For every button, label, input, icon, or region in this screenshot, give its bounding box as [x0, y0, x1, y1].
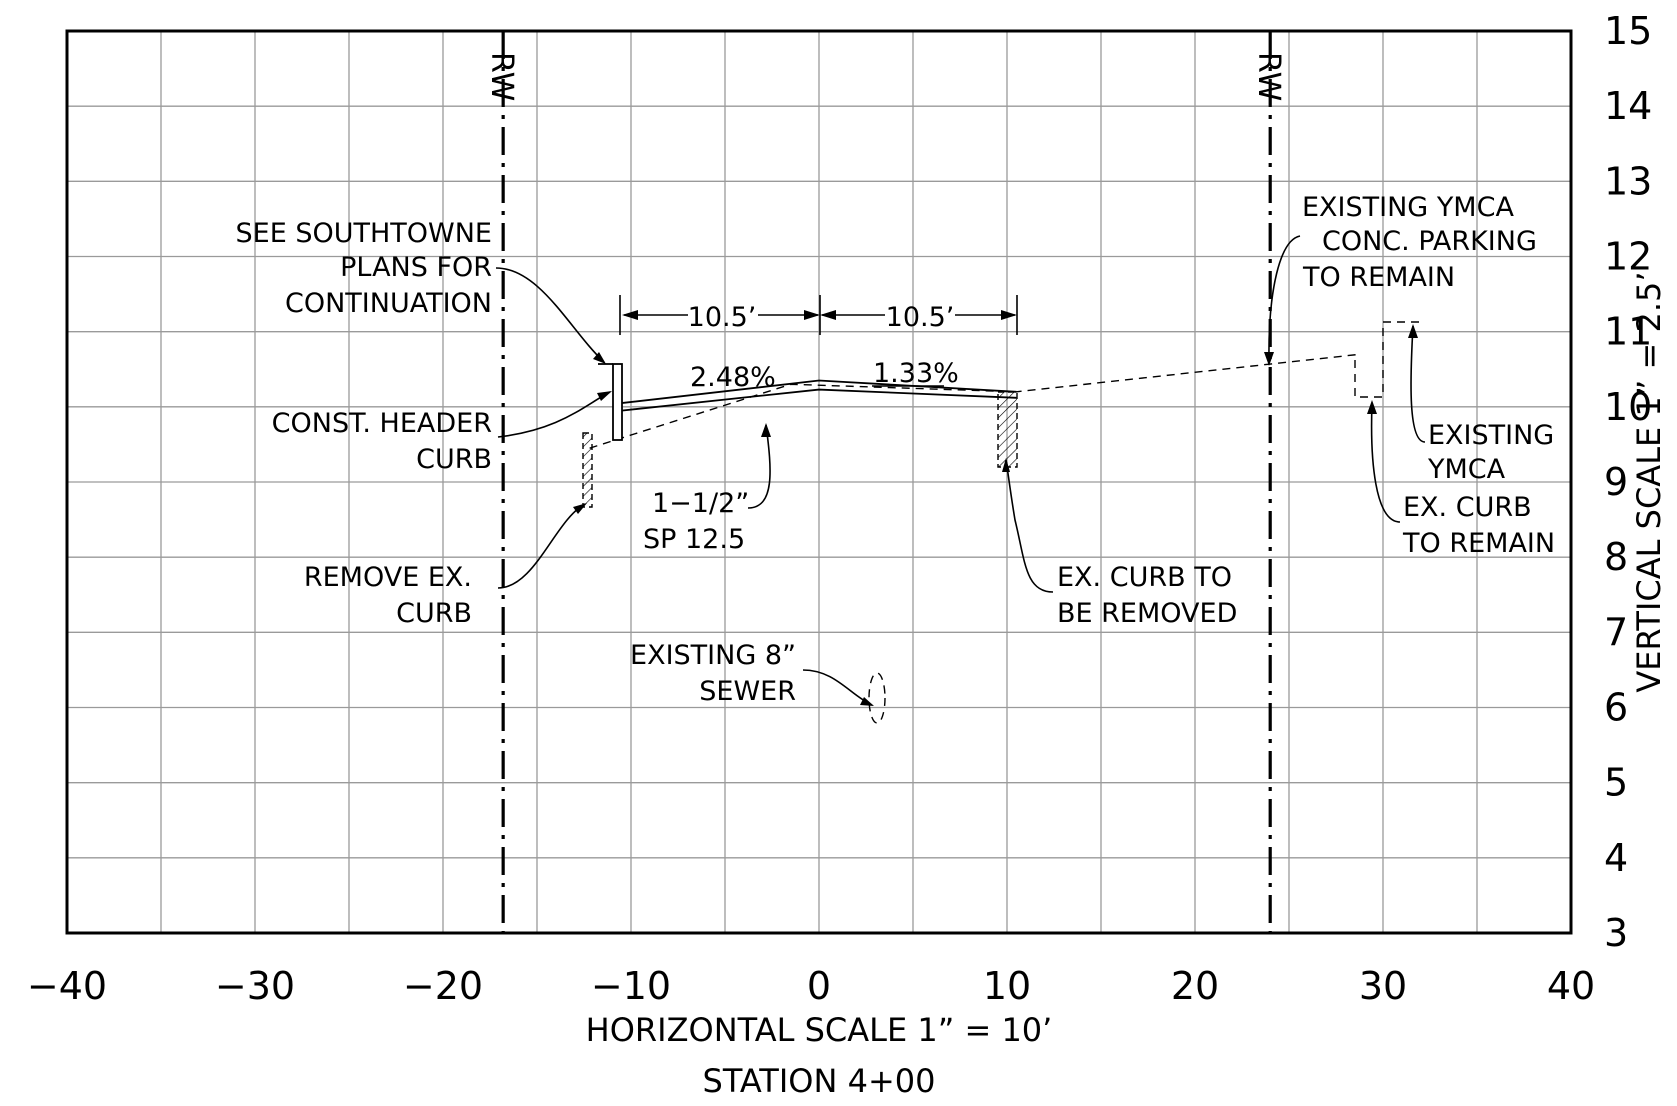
y-tick-label: 14	[1604, 84, 1652, 128]
y-tick-label: 6	[1604, 686, 1628, 730]
arrowhead	[804, 310, 820, 320]
note-line: CURB	[396, 598, 472, 629]
note-ymca-parking: EXISTING YMCA CONC. PARKING TO REMAIN	[1302, 192, 1537, 293]
note-line: EX. CURB	[1403, 492, 1532, 523]
existing-curb-remove-left	[582, 432, 593, 508]
note-curb-remain: EX. CURB TO REMAIN	[1402, 492, 1555, 559]
note-line: CURB	[416, 444, 492, 475]
leader-ymca-parking	[1268, 235, 1301, 363]
note-line: YMCA	[1427, 454, 1506, 485]
note-line: CONTINUATION	[285, 288, 492, 319]
existing-curb-remain	[1354, 321, 1425, 398]
leader-pavement	[747, 424, 771, 509]
y-tick-label: 7	[1604, 610, 1628, 654]
arrowhead	[1408, 324, 1418, 338]
slope-left-label: 2.48%	[690, 362, 776, 393]
x-tick-label: 0	[807, 964, 831, 1008]
y-tick-label: 4	[1604, 836, 1628, 880]
note-header-curb: CONST. HEADER CURB	[272, 408, 492, 475]
leader-sewer	[802, 669, 873, 706]
x-tick-label: 20	[1171, 964, 1219, 1008]
dimension-right-label: 10.5’	[886, 302, 955, 333]
note-remove-curb: REMOVE EX. CURB	[304, 562, 472, 629]
station-title: STATION 4+00	[703, 1062, 936, 1100]
x-tick-label: −30	[215, 964, 295, 1008]
leader-curb-remain	[1370, 403, 1401, 523]
leader-ymca	[1410, 325, 1426, 443]
note-line: 1−1/2”	[652, 488, 749, 519]
leader-curb-removed	[1005, 459, 1054, 593]
note-line: SEE SOUTHTOWNE	[236, 218, 493, 249]
right-of-way-right-label: RW	[1251, 52, 1286, 101]
y-axis-label: VERTICAL SCALE 1” = 2.5’	[1630, 271, 1668, 692]
note-ymca: EXISTING YMCA	[1427, 420, 1554, 485]
y-tick-label: 15	[1604, 9, 1652, 53]
x-tick-label: −40	[27, 964, 107, 1008]
leader-remove-curb	[497, 503, 586, 589]
x-tick-label: 40	[1547, 964, 1595, 1008]
note-line: TO REMAIN	[1302, 262, 1455, 293]
plot-frame	[65, 29, 1573, 935]
arrowhead	[761, 423, 771, 437]
y-tick-label: 8	[1604, 535, 1628, 579]
note-southtowne: SEE SOUTHTOWNE PLANS FOR CONTINUATION	[236, 218, 493, 319]
y-tick-label: 3	[1604, 911, 1628, 955]
proposed-pavement-bottom	[621, 388, 1017, 412]
arrowhead	[1367, 400, 1377, 414]
note-line: TO REMAIN	[1402, 528, 1555, 559]
arrowhead	[820, 310, 836, 320]
existing-curb-remove-right	[997, 391, 1018, 468]
header-curb	[612, 363, 623, 441]
y-axis-ticks: 3 4 5 6 7 8 9 10 11 12 13 14 15	[1604, 9, 1652, 955]
note-line: EXISTING 8”	[630, 640, 796, 671]
note-line: PLANS FOR	[340, 252, 492, 283]
y-tick-label: 11	[1604, 310, 1652, 354]
existing-ground-line	[589, 353, 1361, 449]
note-line: EXISTING	[1428, 420, 1554, 451]
arrowhead	[860, 697, 874, 706]
note-line: SP 12.5	[643, 524, 745, 555]
arrowhead	[593, 352, 606, 364]
existing-sewer-pipe	[868, 672, 886, 724]
x-tick-label: −10	[591, 964, 671, 1008]
leader-header-curb	[497, 391, 611, 438]
note-curb-removed: EX. CURB TO BE REMOVED	[1057, 562, 1237, 629]
note-line: BE REMOVED	[1057, 598, 1237, 629]
x-tick-label: −20	[403, 964, 483, 1008]
dimension-left-label: 10.5’	[688, 302, 757, 333]
x-tick-label: 30	[1359, 964, 1407, 1008]
note-line: SEWER	[699, 676, 796, 707]
proposed-pavement-surface	[621, 379, 1017, 404]
y-tick-label: 10	[1604, 385, 1652, 429]
note-line: CONST. HEADER	[272, 408, 492, 439]
arrowhead	[622, 310, 638, 320]
slope-right-label: 1.33%	[873, 358, 959, 389]
note-line: EX. CURB TO	[1057, 562, 1232, 593]
arrowhead	[597, 391, 612, 401]
grid	[67, 31, 1571, 933]
arrowhead	[573, 503, 587, 514]
x-axis-label: HORIZONTAL SCALE 1” = 10’	[586, 1011, 1053, 1049]
right-of-way-left-label: RW	[484, 52, 519, 101]
y-tick-label: 13	[1604, 159, 1652, 203]
arrowhead	[1001, 310, 1017, 320]
x-tick-label: 10	[983, 964, 1031, 1008]
note-pavement: 1−1/2” SP 12.5	[643, 488, 749, 555]
note-line: REMOVE EX.	[304, 562, 472, 593]
y-tick-label: 12	[1604, 235, 1652, 279]
y-tick-label: 5	[1604, 761, 1628, 805]
x-axis-ticks: −40 −30 −20 −10 0 10 20 30 40	[27, 964, 1595, 1008]
leader-southtowne	[495, 267, 605, 363]
arrowhead	[1002, 458, 1010, 472]
note-sewer: EXISTING 8” SEWER	[630, 640, 796, 707]
note-line: CONC. PARKING	[1322, 226, 1537, 257]
y-tick-label: 9	[1604, 460, 1628, 504]
note-line: EXISTING YMCA	[1302, 192, 1514, 223]
arrowhead	[1264, 352, 1274, 366]
